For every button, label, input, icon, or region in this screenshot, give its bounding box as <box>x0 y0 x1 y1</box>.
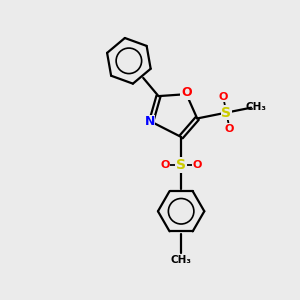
Text: CH₃: CH₃ <box>171 255 192 265</box>
Text: N: N <box>145 115 155 128</box>
Text: O: O <box>225 124 234 134</box>
Text: O: O <box>219 92 228 102</box>
Text: CH₃: CH₃ <box>246 102 267 112</box>
Text: S: S <box>221 106 231 120</box>
Text: S: S <box>176 158 186 172</box>
Text: O: O <box>160 160 170 170</box>
Text: O: O <box>181 86 192 99</box>
Text: O: O <box>193 160 202 170</box>
